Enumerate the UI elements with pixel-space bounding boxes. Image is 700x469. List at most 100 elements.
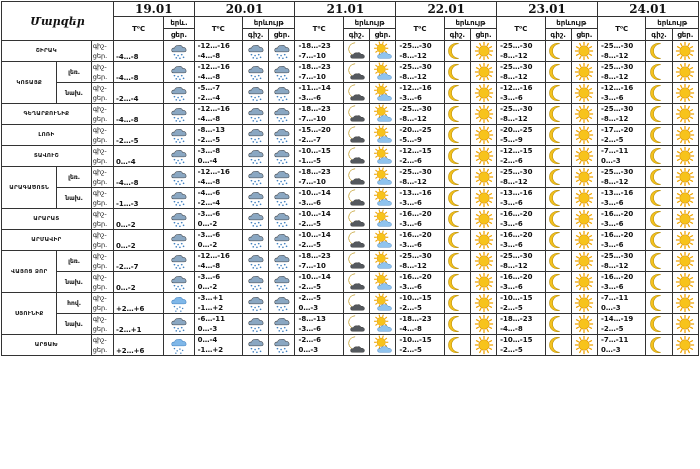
temperature-cell: +2…+6 <box>112 334 165 356</box>
moon-icon <box>443 208 471 230</box>
moon-icon <box>544 334 572 356</box>
day-night-label: գիշ-ցեր. <box>90 124 114 146</box>
sun-icon <box>671 103 700 125</box>
moon-icon <box>645 208 673 230</box>
sun-cloud-icon <box>369 103 397 125</box>
sun-icon <box>671 187 700 209</box>
sun-cloud-icon <box>369 229 397 251</box>
subregion-label: հով. <box>56 292 92 314</box>
sun-icon <box>570 166 599 188</box>
sun-icon <box>671 40 700 62</box>
moon-cloud-icon <box>342 208 371 230</box>
region-row: ԳԵՂԱՐՔՈՒՆԻՔ գիշ-ցեր. -4…-8 -12…-16 -4…-8 -18…… <box>1 103 700 125</box>
snow-cloud-icon <box>268 208 296 230</box>
sun-icon <box>570 313 599 335</box>
moon-icon <box>645 313 673 335</box>
snow-cloud-icon <box>268 334 296 356</box>
sun-icon <box>570 292 599 314</box>
temperature-cell: -12…-15 -2…-6 <box>496 145 546 167</box>
moon-icon <box>544 208 572 230</box>
temperature-cell: -7…-11 0…-3 <box>596 292 647 314</box>
temperature-cell: -16…-20 -3…-6 <box>596 208 647 230</box>
snow-cloud-icon <box>163 187 195 209</box>
day-night-label: գիշ-ցեր. <box>90 334 114 356</box>
phenomena-header: երևույթ <box>443 16 498 29</box>
temperature-cell: -8…-13 -2…-5 <box>193 124 244 146</box>
sun-icon <box>671 82 700 104</box>
region-name: ԱՐԱՐԱՏ <box>1 208 92 230</box>
moon-icon <box>544 61 572 83</box>
day-night-label: գիշ-ցեր. <box>90 208 114 230</box>
sun-cloud-icon <box>369 187 397 209</box>
snow-cloud-icon <box>242 40 270 62</box>
temperature-cell: -12…-16 -4…-8 <box>193 61 244 83</box>
snow-cloud-icon <box>163 82 195 104</box>
moon-cloud-icon <box>342 271 371 293</box>
sun-cloud-icon <box>369 82 397 104</box>
snow-cloud-icon <box>268 82 296 104</box>
sun-cloud-icon <box>369 61 397 83</box>
temperature-cell: -10…-15 -1…-5 <box>294 145 344 167</box>
region-row: նախ. գիշ-ցեր. -1…-3 -4…-6 -2…-4 -10…-14 -3…-6 -… <box>2 187 700 209</box>
snow-cloud-icon <box>268 166 296 188</box>
sun-cloud-icon <box>369 208 397 230</box>
temperature-cell: 0…-2 <box>112 271 165 293</box>
region-row: նախ. գիշ-ցեր. 0…-2 -3…-6 0…-2 -10…-14 -2…-5 -16… <box>2 271 700 293</box>
temperature-cell: -13…-16 -3…-6 <box>596 187 647 209</box>
region-row: ԱՐԱՐԱՏ գիշ-ցեր. 0…-2 -3…-6 0…-2 -10…-14 -2…-5 -… <box>1 208 700 230</box>
date-header: 24.01 <box>597 1 699 17</box>
rain-snow-icon <box>163 292 195 314</box>
snow-cloud-icon <box>268 292 296 314</box>
snow-cloud-icon <box>163 271 195 293</box>
subregion-label: նախ. <box>56 271 92 293</box>
moon-cloud-icon <box>342 145 371 167</box>
region-name: ՇԻՐԱԿ <box>1 40 92 62</box>
moon-icon <box>443 124 471 146</box>
moon-cloud-icon <box>342 229 371 251</box>
moon-icon <box>443 313 471 335</box>
sun-icon <box>570 208 599 230</box>
sun-icon <box>671 334 700 356</box>
phenomena-header: երևույթ <box>645 16 699 29</box>
sun-icon <box>469 313 498 335</box>
region-row: ՎԱՅՈՑ ՁՈՐ լեռ. գիշ-ցեր. -2…-7 -12…-16 -4…-8 -1… <box>0 250 700 293</box>
temperature-cell: -12…-16 -3…-6 <box>395 82 445 104</box>
day-night-label: գիշ-ցեր. <box>90 40 114 62</box>
sun-cloud-icon <box>369 292 397 314</box>
moon-icon <box>645 187 673 209</box>
temperature-cell: -10…-14 -2…-5 <box>294 229 344 251</box>
temperature-cell: -16…-20 -3…-6 <box>395 229 445 251</box>
phenomena-header: երևույթ <box>242 16 296 29</box>
temperature-cell: +2…+6 <box>112 292 165 314</box>
snow-cloud-icon <box>242 145 270 167</box>
snow-cloud-icon <box>242 250 270 272</box>
sun-cloud-icon <box>369 166 397 188</box>
region-row: ՇԻՐԱԿ գիշ-ցեր. -4…-8 -12…-16 -4…-8 -18…-23 -7…… <box>1 40 700 62</box>
temperature-cell: -10…-15 -2…-5 <box>496 334 546 356</box>
temperature-cell: -12…-16 -4…-8 <box>193 250 244 272</box>
temperature-cell: -2…-4 <box>112 82 165 104</box>
snow-cloud-icon <box>268 145 296 167</box>
temperature-cell: -25…-30 -8…-12 <box>395 103 445 125</box>
sun-cloud-icon <box>369 40 397 62</box>
temperature-cell: -3…-6 0…-2 <box>193 208 244 230</box>
day-night-label: գիշ-ցեր. <box>90 292 114 314</box>
temperature-cell: -18…-23 -7…-10 <box>294 250 344 272</box>
moon-cloud-icon <box>342 187 371 209</box>
temperature-cell: -13…-16 -3…-6 <box>395 187 445 209</box>
forecast-table: Մարզեր 19.01 20.01 21.01 22.01 23.01 24.… <box>0 1 700 356</box>
day-night-label: գիշ-ցեր. <box>90 229 114 251</box>
snow-cloud-icon <box>163 124 195 146</box>
sun-cloud-icon <box>369 334 397 356</box>
temperature-cell: -12…-15 -2…-6 <box>395 145 445 167</box>
snow-cloud-icon <box>268 40 296 62</box>
region-name: ՏԱՎՈՒՇ <box>1 145 92 167</box>
sun-icon <box>671 208 700 230</box>
region-row: ԼՈՌԻ գիշ-ցեր. -2…-5 -8…-13 -2…-5 -15…-20 -2…-7… <box>1 124 700 146</box>
temperature-header: T⁰C <box>193 16 244 41</box>
sun-icon <box>570 82 599 104</box>
temperature-header: T⁰C <box>596 16 647 41</box>
temperature-cell: -10…-15 -2…-5 <box>395 334 445 356</box>
snow-cloud-icon <box>163 103 195 125</box>
sun-cloud-icon <box>369 250 397 272</box>
